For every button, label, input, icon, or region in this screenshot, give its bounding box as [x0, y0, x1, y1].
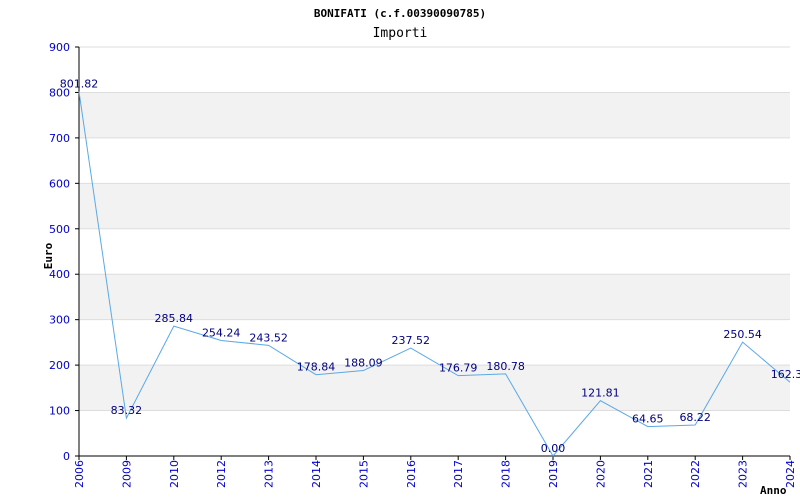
data-label: 178.84: [297, 361, 336, 374]
data-label: 250.54: [723, 328, 762, 341]
x-tick-label: 2015: [357, 460, 370, 488]
y-tick-label: 600: [49, 177, 70, 190]
data-label: 83.32: [111, 404, 143, 417]
x-tick-label: 2006: [73, 460, 86, 488]
x-tick-labels: 2006 2009 2010 2012 2013 2014 2015 2016 2017 2018…: [73, 460, 797, 488]
data-label: 121.81: [581, 387, 620, 400]
y-tick-labels: 0 100 200 300 400 500 600 700 800 900: [49, 41, 70, 463]
y-tick-label: 200: [49, 359, 70, 372]
background-band: [79, 365, 790, 411]
x-tick-label: 2024: [784, 460, 797, 488]
x-tick-label: 2017: [452, 460, 465, 488]
data-label: 188.09: [344, 357, 383, 370]
data-label: 176.79: [439, 362, 478, 375]
y-tick-label: 500: [49, 223, 70, 236]
y-tick-label: 700: [49, 132, 70, 145]
y-tick-label: 400: [49, 268, 70, 281]
data-label: 237.52: [392, 334, 431, 347]
x-tick-label: 2013: [263, 460, 276, 488]
background-band: [79, 274, 790, 320]
x-tick-label: 2022: [689, 460, 702, 488]
x-tick-label: 2014: [310, 460, 323, 488]
y-axis-title: Euro: [42, 242, 55, 269]
series-importi: [78, 91, 791, 457]
data-label: 801.82: [60, 78, 99, 91]
gridlines: [79, 46, 790, 457]
x-tick-label: 2020: [594, 460, 607, 488]
chart-subtitle: Importi: [373, 26, 428, 41]
data-labels: 801.82 83.32 285.84 254.24 243.52 178.84 188.0…: [60, 78, 800, 455]
data-label: 64.65: [632, 413, 664, 426]
data-label: 254.24: [202, 326, 241, 339]
data-label: 0.00: [541, 442, 566, 455]
data-label: 162.33: [771, 368, 800, 381]
data-label: 243.52: [249, 331, 288, 344]
x-tick-label: 2021: [642, 460, 655, 488]
x-axis-title: Anno: [760, 484, 787, 497]
chart-title: BONIFATI (c.f.00390090785): [314, 7, 486, 20]
background-bands: [79, 92, 790, 411]
x-tick-label: 2018: [500, 460, 513, 488]
x-tick-label: 2019: [547, 460, 560, 488]
y-tick-label: 0: [63, 450, 70, 463]
data-label: 68.22: [679, 411, 711, 424]
x-tick-label: 2009: [120, 460, 133, 488]
x-tick-label: 2010: [168, 460, 181, 488]
x-tick-label: 2023: [737, 460, 750, 488]
axes: [75, 46, 791, 460]
x-tick-label: 2016: [405, 460, 418, 488]
y-tick-label: 100: [49, 405, 70, 418]
y-tick-label: 300: [49, 314, 70, 327]
x-tick-label: 2012: [215, 460, 228, 488]
series-line: [78, 91, 791, 457]
y-tick-label: 800: [49, 86, 70, 99]
background-band: [79, 92, 790, 138]
background-band: [79, 183, 790, 229]
data-label: 180.78: [486, 360, 525, 373]
data-label: 285.84: [155, 312, 194, 325]
y-tick-label: 900: [49, 41, 70, 54]
